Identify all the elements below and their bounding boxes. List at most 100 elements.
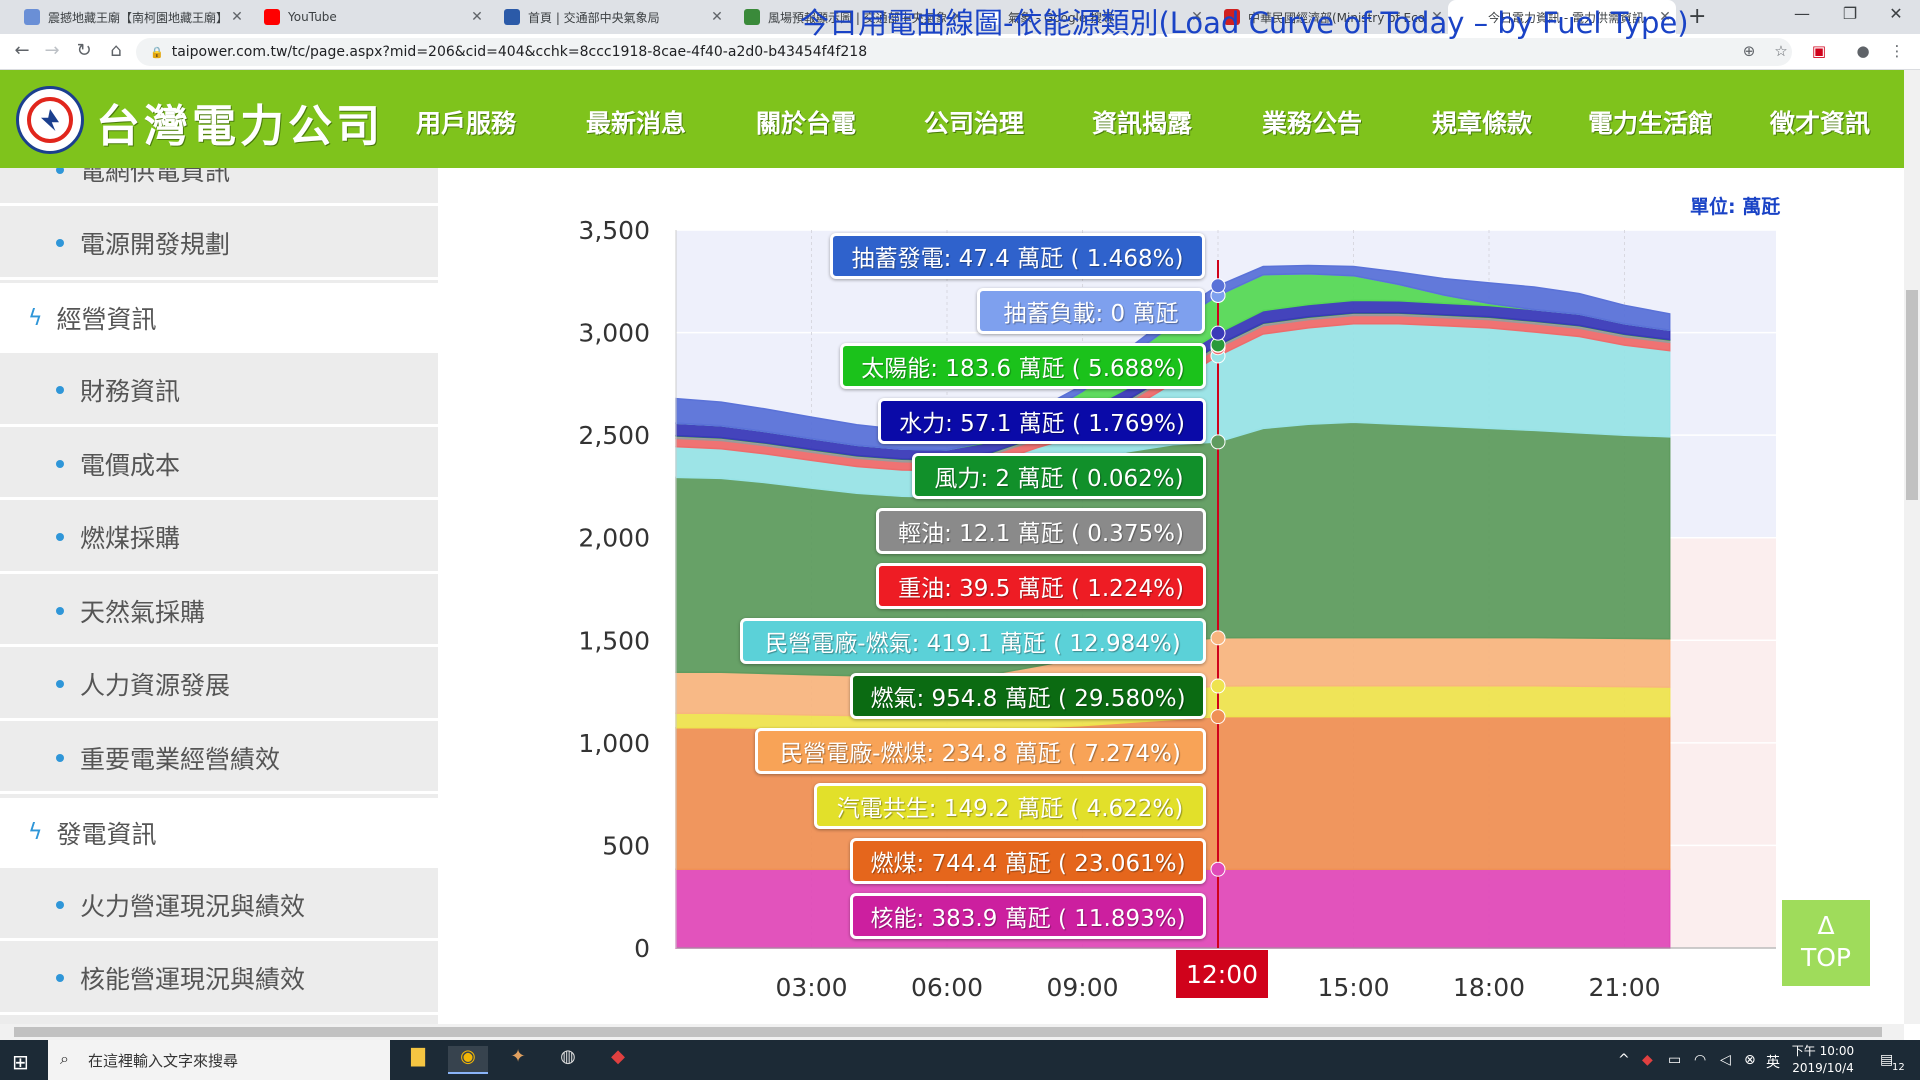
- vertical-scroll-thumb[interactable]: [1906, 290, 1918, 500]
- sidebar-item[interactable]: 燃煤採購: [0, 503, 438, 574]
- app-icon-globe[interactable]: ◍: [560, 1046, 576, 1067]
- main-nav-item[interactable]: 徵才資訊: [1770, 109, 1871, 138]
- bookmark-star-icon[interactable]: ☆: [1774, 42, 1788, 60]
- sidebar-item-label: 電源開發規劃: [80, 230, 231, 259]
- main-nav-item[interactable]: 電力生活館: [1588, 109, 1714, 138]
- taipower-logo[interactable]: [16, 86, 84, 154]
- chart-tooltip: 水力: 57.1 萬瓩 ( 1.769%): [878, 398, 1206, 444]
- tab-close-icon[interactable]: ✕: [1191, 9, 1203, 25]
- tray-close-icon[interactable]: ⊗: [1744, 1052, 1756, 1068]
- browser-tab[interactable]: 中華民國經濟部(Ministry of Econ ✕: [1208, 0, 1448, 34]
- sidebar-item-label: 發電資訊: [56, 819, 157, 849]
- menu-icon[interactable]: ⋮: [1889, 42, 1905, 60]
- app-icon-red[interactable]: ◆: [611, 1046, 625, 1067]
- sidebar-item[interactable]: 電源開發規劃: [0, 209, 438, 280]
- series-marker: [1210, 434, 1226, 450]
- reload-icon[interactable]: ↻: [76, 40, 92, 61]
- clock-time: 下午 10:00: [1791, 1044, 1855, 1058]
- chart-tooltip: 風力: 2 萬瓩 ( 0.062%): [912, 453, 1206, 499]
- notification-icon[interactable]: ▤: [1880, 1052, 1894, 1068]
- home-icon[interactable]: ⌂: [110, 40, 122, 61]
- main-nav-item[interactable]: 規章條款: [1432, 109, 1533, 138]
- main-nav-item[interactable]: 業務公告: [1262, 109, 1363, 138]
- profile-icon[interactable]: ●: [1856, 42, 1870, 60]
- tray-security-icon[interactable]: ◆: [1642, 1052, 1653, 1068]
- sidebar-item[interactable]: 火力營運現況與績效: [0, 871, 438, 941]
- main-nav-item[interactable]: 最新消息: [586, 109, 687, 138]
- chart-tooltip: 重油: 39.5 萬瓩 ( 1.224%): [876, 563, 1206, 609]
- file-explorer-icon[interactable]: ▇: [411, 1046, 425, 1067]
- back-to-top-button[interactable]: Δ TOP: [1782, 900, 1870, 986]
- main-nav-item[interactable]: 用戶服務: [416, 109, 517, 138]
- notification-count: 12: [1892, 1062, 1905, 1073]
- sidebar-item[interactable]: 電網供電資訊: [0, 168, 438, 206]
- sidebar-item[interactable]: 天然氣採購: [0, 577, 438, 647]
- back-icon[interactable]: ←: [14, 40, 30, 61]
- tab-title: 首頁 | 交通部中央氣象局: [528, 10, 660, 25]
- maximize-icon[interactable]: ❐: [1842, 4, 1858, 23]
- x-tick-label: 21:00: [1588, 973, 1660, 1002]
- series-marker: [1210, 861, 1226, 877]
- tab-favicon-icon: [504, 9, 520, 25]
- tab-close-icon[interactable]: ✕: [1431, 9, 1443, 25]
- clock-date: 2019/10/4: [1792, 1061, 1854, 1075]
- tray-network-icon[interactable]: ◠: [1694, 1052, 1707, 1068]
- tab-close-icon[interactable]: ✕: [951, 9, 963, 25]
- sidebar-category[interactable]: ϟ 經營資訊: [0, 283, 438, 353]
- vertical-scrollbar[interactable]: [1904, 70, 1920, 1024]
- sidebar-item-label: 燃煤採購: [80, 524, 181, 553]
- browser-tab[interactable]: 風場預報顯示圖 | 交通部中央氣象 ✕: [728, 0, 968, 34]
- tab-title: 風場預報顯示圖 | 交通部中央氣象: [768, 10, 946, 25]
- sidebar-item[interactable]: 人力資源發展: [0, 650, 438, 721]
- chart-tooltip: 核能: 383.9 萬瓩 ( 11.893%): [850, 893, 1206, 939]
- extension-icon[interactable]: ▣: [1811, 42, 1827, 60]
- tab-title: 今日電力資訊 - 電力供需資訊 - 台: [1488, 10, 1654, 25]
- tray-volume-icon[interactable]: ◁: [1720, 1052, 1731, 1068]
- close-window-icon[interactable]: ✕: [1889, 4, 1903, 23]
- browser-tab[interactable]: YouTube ✕: [248, 0, 488, 34]
- tray-expand-icon[interactable]: ^: [1618, 1052, 1630, 1068]
- tray-language-icon[interactable]: 英: [1766, 1055, 1780, 1071]
- sidebar-item[interactable]: 重要電業經營績效: [0, 724, 438, 794]
- main-nav-item[interactable]: 公司治理: [924, 109, 1025, 138]
- site-name[interactable]: 台灣電力公司: [96, 101, 384, 152]
- tab-close-icon[interactable]: ✕: [471, 9, 483, 25]
- x-tick-label: 03:00: [775, 973, 847, 1002]
- minimize-icon[interactable]: —: [1794, 4, 1810, 23]
- tab-close-icon[interactable]: ✕: [231, 9, 243, 25]
- sidebar-category[interactable]: ϟ 發電資訊: [0, 797, 438, 868]
- new-tab-icon[interactable]: +: [1688, 4, 1707, 29]
- chrome-icon[interactable]: ◉: [448, 1046, 488, 1074]
- sidebar-item[interactable]: 核能營運現況與績效: [0, 944, 438, 1015]
- browser-tab[interactable]: 首頁 | 交通部中央氣象局 ✕: [488, 0, 728, 34]
- tab-close-icon[interactable]: ✕: [711, 9, 723, 25]
- main-nav-item[interactable]: 資訊揭露: [1092, 109, 1193, 138]
- main-nav-item[interactable]: 關於台電: [756, 109, 857, 138]
- chart-tooltip: 汽電共生: 149.2 萬瓩 ( 4.622%): [814, 783, 1206, 829]
- taskbar-search-box[interactable]: ⌕ 在這裡輸入文字來搜尋: [48, 1040, 390, 1080]
- browser-tab[interactable]: 震撼地藏王廟【南柯園地藏王廟】 ✕: [8, 0, 248, 34]
- sidebar-item[interactable]: 電價成本: [0, 430, 438, 500]
- sidebar-item[interactable]: 財務資訊: [0, 356, 438, 427]
- app-icon-bird[interactable]: ✦: [510, 1046, 526, 1067]
- windows-start-icon[interactable]: ⊞: [12, 1050, 29, 1074]
- horizontal-scroll-thumb[interactable]: [14, 1027, 1882, 1037]
- y-tick-label: 1,000: [578, 729, 650, 758]
- lightning-icon: ϟ: [28, 820, 43, 845]
- windows-taskbar: ⊞ ⌕ 在這裡輸入文字來搜尋 ▇ ◉ ✦ ◍ ◆ ^ ◆ ▭ ◠ ◁ ⊗ 英 下…: [0, 1040, 1920, 1080]
- sidebar-item-label: 財務資訊: [80, 377, 181, 406]
- url-text: taipower.com.tw/tc/page.aspx?mid=206&cid…: [171, 44, 868, 60]
- tray-battery-icon[interactable]: ▭: [1668, 1052, 1682, 1068]
- tab-close-icon[interactable]: ✕: [1659, 9, 1671, 25]
- browser-tab[interactable]: 氣象 - Google 搜尋 ✕: [968, 0, 1208, 34]
- sidebar: 電網供電資訊電源開發規劃 ϟ 經營資訊財務資訊電價成本燃煤採購天然氣採購 人力資源發展…: [0, 168, 438, 1024]
- taskbar-clock[interactable]: 下午 10:00 2019/10/4: [1788, 1043, 1858, 1077]
- forward-icon[interactable]: →: [44, 40, 60, 61]
- bullet-icon: [56, 533, 64, 541]
- chart-tooltip: 抽蓄負載: 0 萬瓩: [977, 288, 1205, 334]
- chart-tooltip: 燃煤: 744.4 萬瓩 ( 23.061%): [850, 838, 1206, 884]
- zoom-icon[interactable]: ⊕: [1742, 42, 1756, 60]
- address-bar[interactable]: 🔒 taipower.com.tw/tc/page.aspx?mid=206&c…: [136, 38, 1792, 66]
- browser-tab[interactable]: 今日電力資訊 - 電力供需資訊 - 台 ✕: [1448, 0, 1676, 34]
- lock-icon: 🔒: [150, 45, 164, 59]
